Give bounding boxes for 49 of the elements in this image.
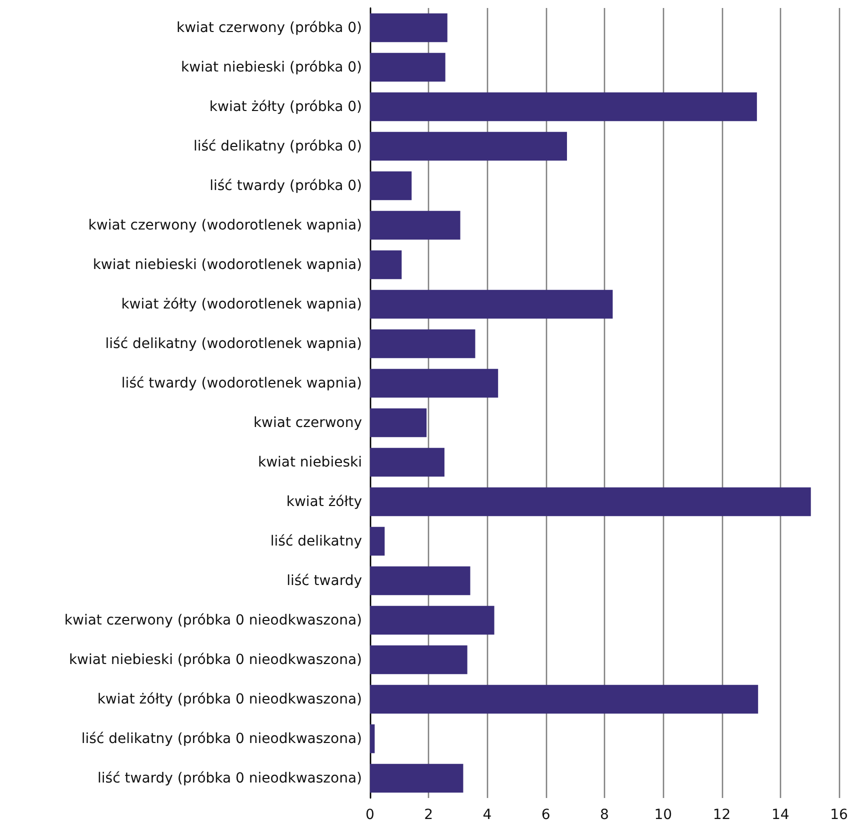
x-tick-label: 10 <box>654 807 672 823</box>
bar <box>370 250 402 280</box>
y-tick-label: kwiat żółty <box>286 494 362 510</box>
y-tick-label: kwiat czerwony (próbka 0) <box>176 20 362 36</box>
bar <box>370 408 427 438</box>
bar <box>370 724 375 754</box>
y-tick-label: kwiat żółty (próbka 0) <box>209 98 362 115</box>
x-tick-label: 8 <box>600 807 609 823</box>
y-tick-label: kwiat czerwony (próbka 0 nieodkwaszona) <box>64 612 362 628</box>
bar <box>370 132 567 161</box>
bar <box>370 487 811 516</box>
x-tick-label: 16 <box>830 807 848 823</box>
bar <box>370 566 470 596</box>
y-tick-label: kwiat niebieski (próbka 0) <box>181 59 362 76</box>
bar <box>370 368 498 398</box>
y-tick-label: liść twardy (próbka 0) <box>210 178 362 194</box>
x-tick-label: 14 <box>771 807 790 823</box>
y-tick-label: kwiat niebieski (próbka 0 nieodkwaszona) <box>68 652 362 668</box>
bar <box>370 645 468 674</box>
y-tick-label: kwiat niebieski <box>258 454 362 470</box>
bar <box>370 92 757 122</box>
y-tick-label: kwiat żółty (próbka 0 nieodkwaszona) <box>97 691 362 708</box>
bar <box>370 210 460 240</box>
y-tick-label: liść twardy (próbka 0 nieodkwaszona) <box>98 770 362 786</box>
bar <box>370 52 446 82</box>
y-tick-label: kwiat czerwony (wodorotlenek wapnia) <box>88 217 362 234</box>
y-tick-label: kwiat niebieski (wodorotlenek wapnia) <box>92 256 362 273</box>
bar <box>370 684 758 714</box>
bar <box>370 329 476 358</box>
x-tick-label: 6 <box>541 807 550 823</box>
y-tick-label: liść delikatny (próbka 0) <box>193 138 362 154</box>
y-tick-label: liść delikatny <box>270 533 362 550</box>
x-tick-label: 0 <box>366 807 374 823</box>
y-tick-label: liść twardy <box>286 572 362 589</box>
bar <box>370 171 412 200</box>
bar <box>370 448 444 477</box>
y-tick-label: liść delikatny (próbka 0 nieodkwaszona) <box>81 730 362 747</box>
bar <box>370 606 494 635</box>
bar <box>370 526 385 556</box>
bar <box>370 764 464 793</box>
x-tick-label: 4 <box>482 807 492 823</box>
y-tick-label: kwiat czerwony <box>253 414 362 431</box>
y-tick-label: kwiat żółty (wodorotlenek wapnia) <box>121 296 362 312</box>
y-tick-label: liść delikatny (wodorotlenek wapnia) <box>105 336 362 352</box>
bar <box>370 13 448 42</box>
x-tick-label: 2 <box>424 807 434 823</box>
bar <box>370 290 613 319</box>
x-tick-label: 12 <box>712 807 731 823</box>
y-tick-label: liść twardy (wodorotlenek wapnia) <box>121 375 362 392</box>
